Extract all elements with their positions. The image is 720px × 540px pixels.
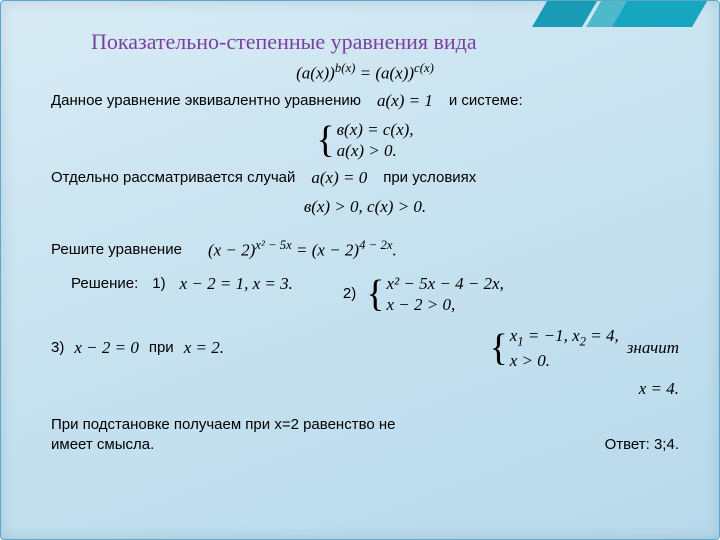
- line-equiv: Данное уравнение эквивалентно уравнению …: [51, 90, 679, 113]
- math-main: (x − 2)x² − 5x = (x − 2)4 − 2x.: [208, 237, 397, 263]
- content-body: Данное уравнение эквивалентно уравнению …: [51, 90, 679, 455]
- sys2-top: x² − 5x − 4 − 2x,: [386, 273, 503, 294]
- subst-text: При подстановке получаем при х=2 равенст…: [51, 415, 431, 456]
- slide-title: Показательно-степенные уравнения вида: [91, 29, 679, 55]
- sys3-bot: x > 0.: [510, 350, 619, 371]
- answer-text: Ответ: 3;4.: [605, 435, 679, 455]
- result-row: x = 4.: [51, 378, 679, 401]
- text-and-system: и системе:: [449, 91, 523, 111]
- sys3-top: x1 = −1, x2 = 4,: [510, 325, 619, 350]
- step3b: x = 2.: [184, 337, 224, 360]
- result-x: x = 4.: [639, 378, 679, 401]
- text-cond: при условиях: [383, 168, 476, 188]
- line-separate: Отдельно рассматривается случай a(x) = 0…: [51, 167, 679, 190]
- solve-row: Решите уравнение (x − 2)x² − 5x = (x − 2…: [51, 237, 679, 263]
- cond-row: в(x) > 0, c(x) > 0.: [51, 196, 679, 219]
- step2-label: 2): [343, 284, 356, 304]
- sys2-bot: x − 2 > 0,: [386, 294, 503, 315]
- text-equiv: Данное уравнение эквивалентно уравнению: [51, 91, 361, 111]
- step3-pri: при: [149, 338, 174, 358]
- step3-label: 3): [51, 338, 64, 358]
- math-ax1: a(x) = 1: [377, 90, 433, 113]
- solution-label: Решение:: [71, 274, 138, 294]
- sys1-top: в(x) = с(x),: [337, 119, 414, 140]
- znachit: значит: [627, 337, 679, 360]
- slide: Показательно-степенные уравнения вида (a…: [0, 0, 720, 540]
- sys1-bot: a(x) > 0.: [337, 140, 414, 161]
- math-cond: в(x) > 0, c(x) > 0.: [304, 196, 426, 219]
- math-general: (a(x))b(x) = (a(x))c(x): [296, 61, 434, 84]
- solve-label: Решите уравнение: [51, 240, 182, 260]
- step1-math: x − 2 = 1, x = 3.: [180, 273, 293, 296]
- step3a: x − 2 = 0: [74, 337, 139, 360]
- text-separate: Отдельно рассматривается случай: [51, 168, 295, 188]
- math-ax0: a(x) = 0: [311, 167, 367, 190]
- solution-row: Решение: 1) x − 2 = 1, x = 3. 2) { x² − …: [71, 273, 679, 316]
- step1-label: 1): [152, 274, 165, 294]
- final-row: При подстановке получаем при х=2 равенст…: [51, 415, 679, 456]
- system-1: { в(x) = с(x), a(x) > 0.: [51, 119, 679, 162]
- corner-decoration: [499, 1, 719, 27]
- equation-form: (a(x))b(x) = (a(x))c(x): [51, 61, 679, 84]
- step3-row: 3) x − 2 = 0 при x = 2. { x1 = −1, x2 = …: [51, 325, 679, 372]
